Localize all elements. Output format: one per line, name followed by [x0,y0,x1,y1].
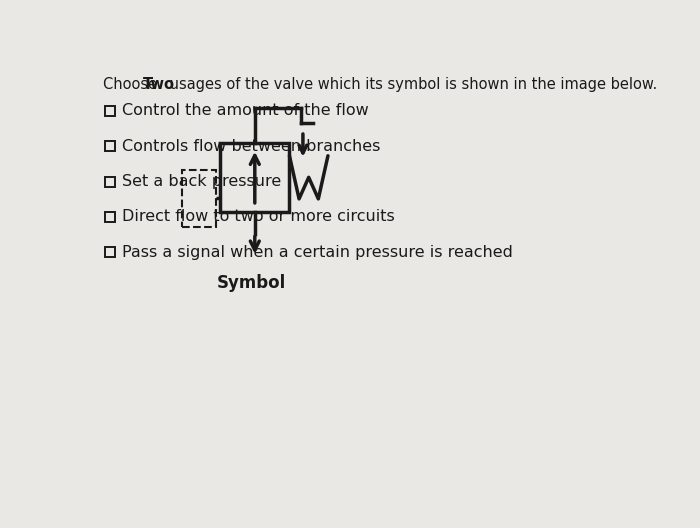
Bar [105,248,115,257]
Text: Symbol: Symbol [216,274,286,291]
Text: usages of the valve which its symbol is shown in the image below.: usages of the valve which its symbol is … [164,77,657,92]
Text: Pass a signal when a certain pressure is reached: Pass a signal when a certain pressure is… [122,245,512,260]
Text: Set a back pressure: Set a back pressure [122,174,281,189]
Text: Choose: Choose [103,77,162,92]
Bar [105,106,115,116]
Bar [220,143,290,212]
Bar [105,212,115,222]
Bar [105,141,115,151]
Text: Controls flow between branches: Controls flow between branches [122,139,380,154]
Bar [182,169,216,228]
Text: Control the amount of the flow: Control the amount of the flow [122,103,368,118]
Bar [105,176,115,186]
Text: Two: Two [144,77,175,92]
Text: Direct flow to two or more circuits: Direct flow to two or more circuits [122,210,394,224]
